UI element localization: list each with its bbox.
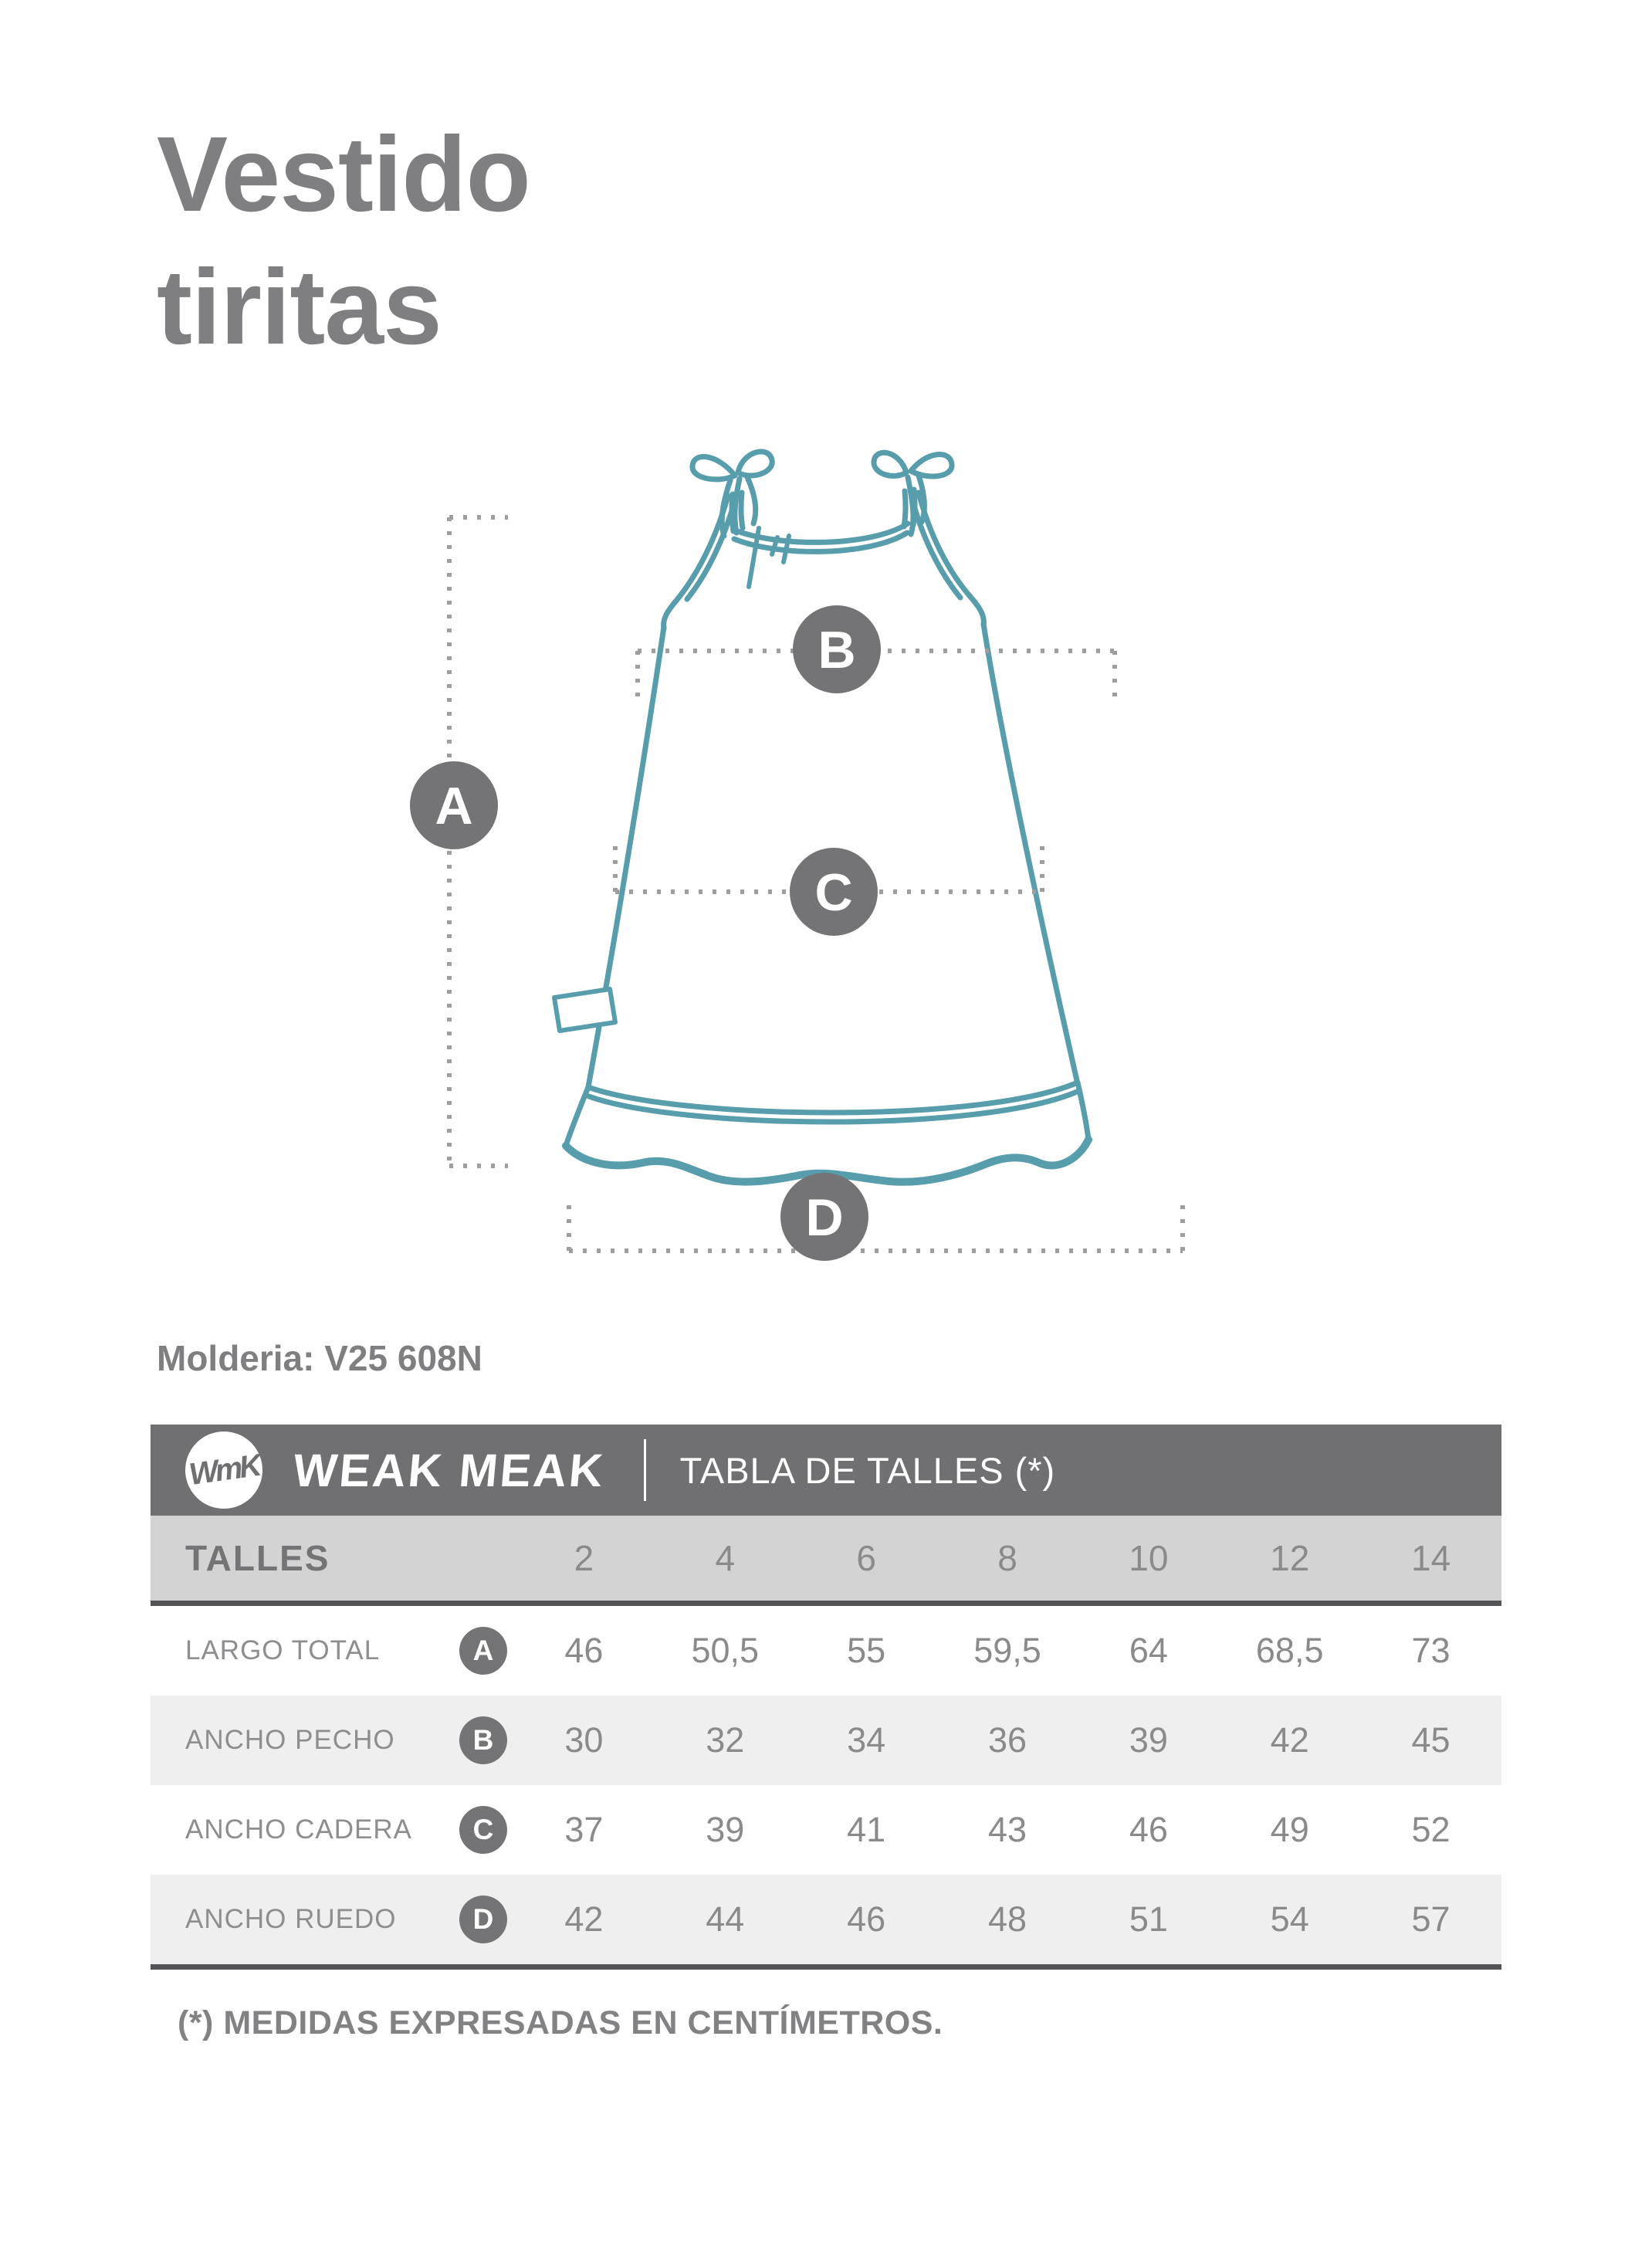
table-cell: 39 (706, 1810, 745, 1849)
table-cell: 46 (564, 1631, 604, 1670)
table-cell: 39 (1129, 1720, 1168, 1760)
size-column-header: 14 (1410, 1538, 1451, 1578)
table-cell: 32 (706, 1720, 745, 1760)
sizes-header-row: TALLES 2 4 6 8 10 12 14 (151, 1516, 1501, 1601)
table-cell: 57 (1411, 1899, 1451, 1939)
table-cell: 54 (1270, 1899, 1309, 1939)
size-column-header: 4 (715, 1538, 736, 1578)
table-cell: 59,5 (973, 1631, 1041, 1670)
brand-monogram: WmK (187, 1448, 261, 1492)
table-cell: 36 (987, 1720, 1027, 1760)
marker-B-badge: B (459, 1716, 507, 1764)
table-cell: 45 (1411, 1720, 1451, 1760)
marker-D-badge: D (459, 1896, 507, 1943)
table-cell: 34 (847, 1720, 886, 1760)
molderia-reference: Molderia: V25 608N (157, 1338, 482, 1378)
table-cell: 30 (564, 1720, 604, 1760)
table-cell: 49 (1270, 1810, 1309, 1849)
table-header-bar: WmK WEAK MEAK TABLA DE TALLES (*) (151, 1425, 1501, 1516)
size-column-header: 2 (574, 1538, 594, 1578)
table-cell: 44 (706, 1899, 745, 1939)
units-footnote: (*) MEDIDAS EXPRESADAS EN CENTÍMETROS. (178, 2004, 943, 2041)
row-label-cell: LARGO TOTAL A (151, 1606, 513, 1696)
table-title: TABLA DE TALLES (*) (679, 1449, 1056, 1491)
table-row: ANCHO RUEDO D 42 44 46 48 51 54 57 (151, 1875, 1501, 1964)
table-cell: 52 (1411, 1810, 1451, 1849)
table-row: LARGO TOTAL A 46 50,5 55 59,5 64 68,5 73 (151, 1606, 1501, 1696)
table-cell: 42 (564, 1899, 604, 1939)
marker-D-letter: D (805, 1188, 843, 1247)
page-title-line1: Vestido (157, 115, 531, 234)
dress-sketch-icon (552, 449, 1092, 1186)
table-cell: 37 (564, 1810, 604, 1849)
marker-B-circle (793, 605, 881, 693)
size-table: WmK WEAK MEAK TABLA DE TALLES (*) TALLES… (151, 1425, 1501, 1970)
brand-logo-icon: WmK (185, 1431, 262, 1509)
marker-C-badge: C (459, 1806, 507, 1854)
marker-A-letter: A (435, 777, 472, 835)
table-cell: 64 (1129, 1631, 1168, 1670)
table-bottom-line (151, 1964, 1501, 1970)
marker-C-circle (790, 848, 878, 936)
page-title: Vestido tiritas (157, 108, 531, 374)
row-label: ANCHO CADERA (185, 1814, 412, 1845)
measurement-markers: A B C D (410, 605, 881, 1261)
marker-D-circle (780, 1173, 868, 1261)
header-separator-line (151, 1601, 1501, 1606)
marker-A-badge: A (459, 1627, 507, 1675)
table-cell: 73 (1411, 1631, 1451, 1670)
brand-name: WEAK MEAK (291, 1444, 608, 1496)
row-label: LARGO TOTAL (185, 1635, 381, 1665)
marker-B-letter: B (818, 621, 855, 679)
size-column-header: 8 (997, 1538, 1017, 1578)
size-column-header: 6 (856, 1538, 876, 1578)
row-label: ANCHO PECHO (185, 1725, 395, 1755)
page-title-line2: tiritas (157, 248, 442, 367)
marker-C-letter: C (814, 863, 852, 922)
size-column-header: 12 (1270, 1538, 1310, 1578)
size-column-header: 10 (1129, 1538, 1169, 1578)
header-divider (643, 1439, 646, 1501)
table-cell: 43 (987, 1810, 1027, 1849)
sizes-header-label: TALLES (185, 1538, 330, 1578)
table-cell: 50,5 (691, 1631, 760, 1670)
table-cell: 55 (847, 1631, 886, 1670)
table-cell: 68,5 (1255, 1631, 1324, 1670)
row-label-cell: ANCHO RUEDO D (151, 1875, 513, 1964)
marker-A-circle (410, 761, 498, 849)
table-cell: 41 (847, 1810, 886, 1849)
row-label: ANCHO RUEDO (185, 1904, 397, 1934)
table-row: ANCHO PECHO B 30 32 34 36 39 42 45 (151, 1696, 1501, 1785)
table-cell: 46 (1129, 1810, 1168, 1849)
table-cell: 48 (987, 1899, 1027, 1939)
table-cell: 42 (1270, 1720, 1309, 1760)
table-cell: 51 (1129, 1899, 1168, 1939)
table-cell: 46 (847, 1899, 886, 1939)
table-row: ANCHO CADERA C 37 39 41 43 46 49 52 (151, 1785, 1501, 1875)
row-label-cell: ANCHO PECHO B (151, 1696, 513, 1785)
row-label-cell: ANCHO CADERA C (151, 1785, 513, 1875)
